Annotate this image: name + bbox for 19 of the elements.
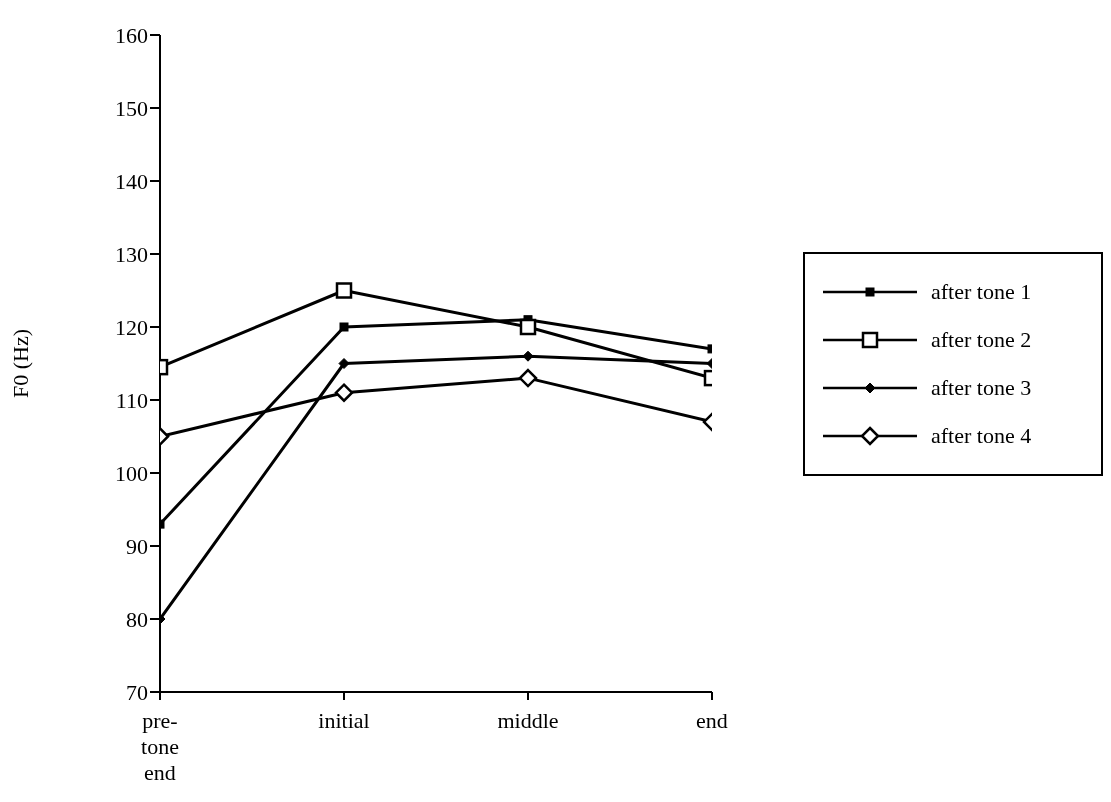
legend-label: after tone 2 (931, 327, 1032, 353)
legend-label: after tone 3 (931, 375, 1032, 401)
y-tick-label: 110 (115, 387, 148, 413)
legend-label: after tone 1 (931, 279, 1032, 305)
y-tick-label: 160 (115, 22, 148, 48)
y-tick-label: 100 (115, 460, 148, 486)
y-axis-title: F0 (Hz) (7, 328, 33, 399)
x-tick-label: end (696, 708, 728, 733)
x-tick-label: middle (497, 708, 559, 733)
y-tick-label: 150 (115, 95, 148, 121)
y-tick-label: 120 (115, 314, 148, 340)
x-tick-label: pre-tone end (141, 708, 179, 785)
y-tick-label: 130 (115, 241, 148, 267)
y-tick-label: 140 (115, 168, 148, 194)
y-tick-label: 70 (126, 679, 148, 705)
y-tick-label: 80 (126, 606, 148, 632)
y-tick-label: 90 (126, 533, 148, 559)
legend-label: after tone 4 (931, 423, 1032, 449)
x-tick-label: initial (318, 708, 370, 733)
